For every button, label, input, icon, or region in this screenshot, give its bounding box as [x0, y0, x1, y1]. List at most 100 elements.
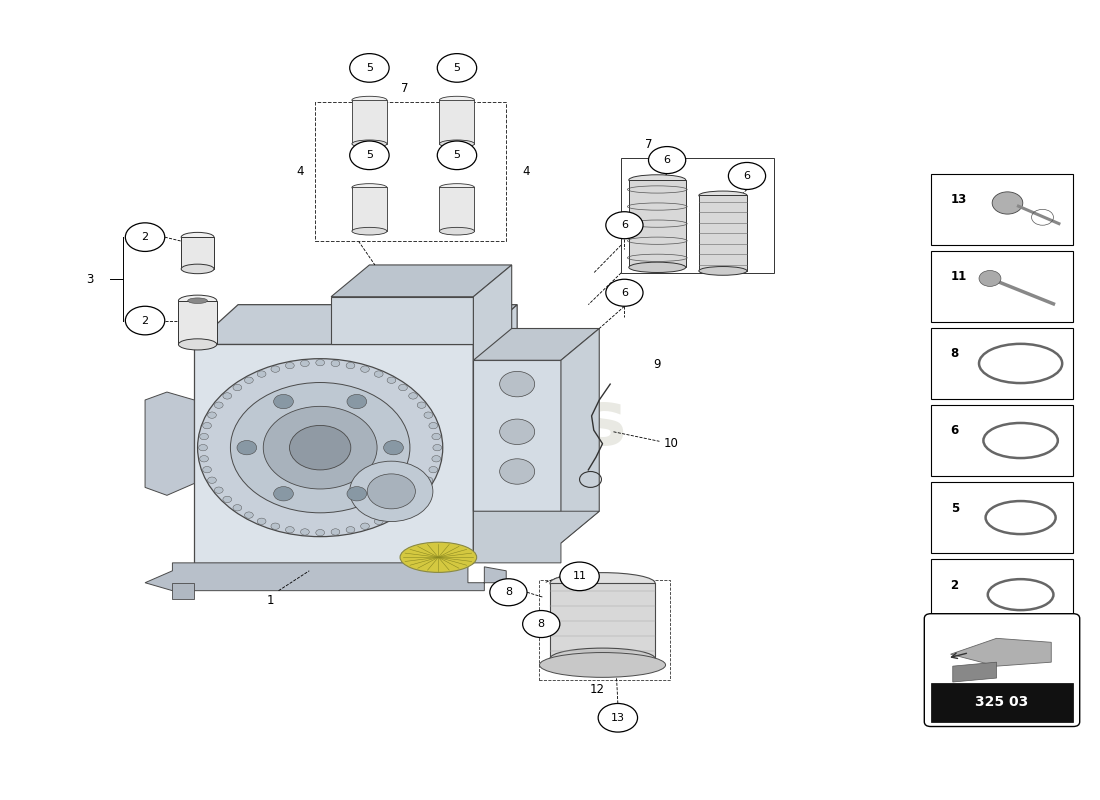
Circle shape [606, 279, 643, 306]
Ellipse shape [440, 227, 474, 235]
Text: 11: 11 [950, 270, 967, 283]
Circle shape [499, 458, 535, 484]
Circle shape [223, 496, 232, 502]
Ellipse shape [178, 295, 217, 306]
Circle shape [244, 512, 253, 518]
Circle shape [361, 366, 370, 372]
Text: 5: 5 [453, 63, 461, 73]
Text: 11: 11 [573, 571, 586, 582]
Circle shape [316, 359, 324, 366]
Circle shape [350, 461, 433, 522]
Ellipse shape [178, 339, 217, 350]
Bar [315, 102, 506, 241]
Circle shape [208, 477, 217, 483]
Text: 7: 7 [645, 138, 652, 150]
Ellipse shape [182, 264, 214, 274]
Circle shape [263, 406, 377, 489]
Polygon shape [473, 360, 561, 511]
Circle shape [289, 426, 351, 470]
Ellipse shape [698, 266, 747, 275]
Circle shape [271, 366, 279, 372]
Circle shape [424, 412, 432, 418]
Circle shape [286, 362, 294, 369]
Circle shape [233, 384, 242, 390]
Text: 4: 4 [297, 166, 305, 178]
Circle shape [346, 526, 355, 533]
Circle shape [346, 362, 355, 369]
Text: 5: 5 [950, 502, 959, 514]
Circle shape [350, 54, 389, 82]
Ellipse shape [550, 573, 656, 594]
Text: 1: 1 [267, 594, 275, 606]
Circle shape [387, 512, 396, 518]
Text: 8: 8 [505, 587, 512, 598]
Polygon shape [561, 329, 600, 543]
Circle shape [271, 523, 279, 530]
Ellipse shape [352, 96, 387, 104]
Circle shape [274, 394, 294, 409]
Circle shape [346, 394, 366, 409]
Text: 7: 7 [400, 82, 408, 95]
Circle shape [257, 371, 266, 378]
Bar [440, 100, 474, 144]
Circle shape [728, 162, 766, 190]
Circle shape [367, 474, 416, 509]
Circle shape [346, 486, 366, 501]
Circle shape [214, 402, 223, 408]
Text: 6: 6 [950, 425, 959, 438]
Polygon shape [331, 265, 512, 297]
Ellipse shape [440, 96, 474, 104]
Bar [931, 405, 1074, 476]
FancyBboxPatch shape [924, 614, 1080, 726]
Circle shape [499, 419, 535, 445]
Circle shape [125, 306, 165, 335]
Ellipse shape [188, 298, 208, 303]
Bar [182, 237, 214, 269]
Circle shape [606, 212, 643, 238]
Bar [539, 580, 670, 680]
Text: 6: 6 [663, 155, 671, 165]
Circle shape [387, 377, 396, 383]
Circle shape [236, 441, 256, 455]
Ellipse shape [629, 262, 685, 273]
Circle shape [223, 393, 232, 399]
Polygon shape [473, 329, 600, 360]
Polygon shape [473, 265, 512, 511]
Text: 9: 9 [653, 358, 661, 370]
Text: 5: 5 [366, 150, 373, 160]
Circle shape [490, 578, 527, 606]
Circle shape [384, 441, 404, 455]
Circle shape [199, 445, 208, 451]
Circle shape [433, 445, 441, 451]
Circle shape [230, 382, 410, 513]
Bar [931, 250, 1074, 322]
Circle shape [432, 434, 441, 440]
Bar [178, 301, 217, 344]
Ellipse shape [440, 140, 474, 148]
Ellipse shape [550, 648, 656, 669]
Circle shape [374, 518, 383, 525]
Circle shape [208, 412, 217, 418]
Circle shape [286, 526, 294, 533]
Circle shape [233, 505, 242, 511]
Text: 6: 6 [620, 288, 628, 298]
Circle shape [398, 505, 407, 511]
Circle shape [992, 192, 1023, 214]
Circle shape [198, 358, 442, 537]
Bar [698, 195, 747, 271]
Text: 6: 6 [744, 171, 750, 181]
Polygon shape [195, 344, 473, 563]
Circle shape [200, 455, 208, 462]
Circle shape [438, 54, 476, 82]
Circle shape [350, 141, 389, 170]
Polygon shape [950, 638, 1052, 666]
Text: a passionate parts since 1985: a passionate parts since 1985 [240, 502, 532, 521]
Circle shape [424, 477, 432, 483]
Text: 12: 12 [590, 683, 605, 697]
Circle shape [438, 141, 476, 170]
Circle shape [202, 466, 211, 473]
Text: 6: 6 [620, 220, 628, 230]
Circle shape [200, 434, 208, 440]
Circle shape [417, 402, 426, 408]
Ellipse shape [352, 140, 387, 148]
